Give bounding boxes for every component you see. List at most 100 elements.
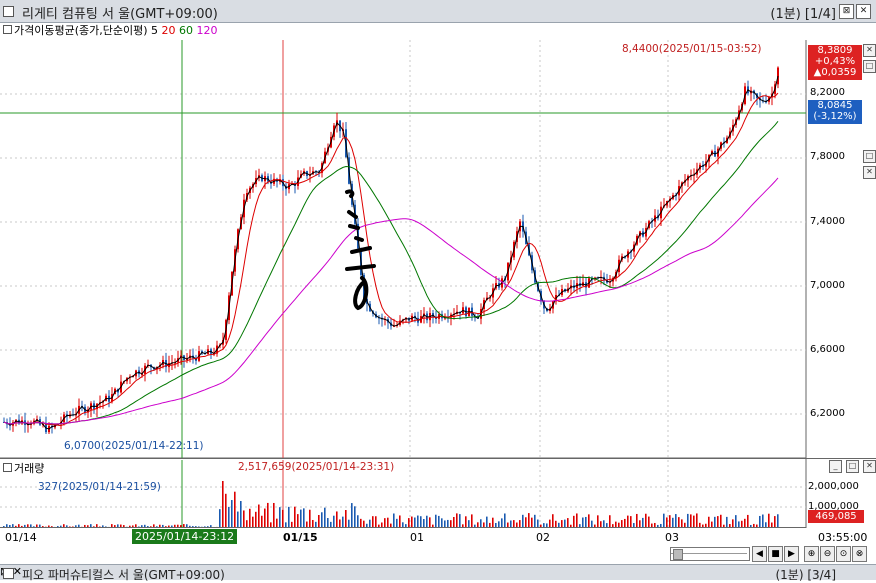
volume-bar (297, 514, 299, 527)
volume-bar (570, 525, 572, 527)
volume-bar (402, 522, 404, 527)
zoom-out-icon[interactable]: ⊖ (820, 546, 835, 562)
volume-bar (759, 516, 761, 527)
volume-bar (477, 522, 479, 527)
volume-bar (408, 518, 410, 527)
close-icon[interactable]: ✕ (856, 4, 871, 19)
volume-bar (699, 523, 701, 527)
scroll-thumb[interactable] (673, 549, 683, 560)
volume-bar (453, 517, 455, 527)
volume-bar (69, 526, 71, 527)
pane-remove-icon[interactable]: ✕ (863, 166, 876, 179)
vol-pane-close-icon[interactable]: ✕ (863, 460, 876, 473)
scroll-right-icon[interactable]: ▶ (784, 546, 799, 562)
volume-bar (705, 524, 707, 527)
volume-bar (486, 517, 488, 527)
volume-box-icon[interactable] (3, 463, 12, 472)
vol-pane-minimize-icon[interactable]: _ (829, 460, 842, 473)
volume-low-annotation: 327(2025/01/14-21:59) (38, 481, 161, 493)
volume-bar (51, 526, 53, 527)
volume-bar (504, 513, 506, 527)
volume-bar (240, 501, 242, 527)
volume-bar (387, 518, 389, 527)
volume-bar (114, 525, 116, 527)
window-menu-box[interactable] (3, 6, 14, 17)
volume-bar (225, 494, 227, 527)
volume-bar (615, 522, 617, 527)
volume-chart[interactable] (0, 458, 876, 528)
volume-bar (174, 525, 176, 527)
volume-bar (618, 523, 620, 527)
volume-bar (360, 519, 362, 527)
search-icon[interactable]: ⊙ (836, 546, 851, 562)
volume-bar (78, 525, 80, 527)
volume-bar (561, 520, 563, 527)
second-window-title: 피오 파머슈티컬스 서 울(GMT+09:00) (22, 566, 225, 583)
volume-bar (519, 520, 521, 527)
volume-bar (663, 514, 665, 527)
second-close-icon[interactable]: ✕ (13, 565, 22, 578)
volume-bar (168, 526, 170, 527)
volume-bar (741, 521, 743, 527)
volume-bar (375, 516, 377, 527)
pane-zoom-icon[interactable]: □ (863, 150, 876, 163)
volume-bar (171, 526, 173, 527)
volume-bar (162, 525, 164, 527)
pane-close-icon[interactable]: ✕ (863, 44, 876, 57)
volume-bar (765, 522, 767, 527)
volume-bar (591, 521, 593, 527)
volume-bar (57, 526, 59, 527)
pane-settings-icon[interactable]: □ (863, 60, 876, 73)
volume-bar (276, 519, 278, 527)
volume-bar (270, 522, 272, 527)
volume-bar (30, 524, 32, 527)
fit-icon[interactable]: ⊗ (852, 546, 867, 562)
scroll-left-icon[interactable]: ◀ (752, 546, 767, 562)
volume-bar (774, 516, 776, 527)
volume-bar (411, 517, 413, 527)
candle-body (777, 68, 779, 85)
second-window-menu-box[interactable] (3, 568, 14, 579)
volume-bar (93, 526, 95, 527)
price-tick: 7,8000 (810, 151, 845, 162)
volume-bar (381, 522, 383, 527)
price-chart[interactable] (0, 22, 876, 458)
volume-bar (756, 525, 758, 527)
volume-bar (441, 518, 443, 527)
volume-bar (771, 523, 773, 527)
zoom-in-icon[interactable]: ⊕ (804, 546, 819, 562)
volume-bar (675, 514, 677, 527)
volume-bar (669, 515, 671, 527)
volume-bar (195, 526, 197, 527)
volume-bar (738, 521, 740, 527)
volume-bar (96, 524, 98, 527)
volume-bar (9, 525, 11, 527)
volume-bar (153, 524, 155, 527)
volume-bar (36, 524, 38, 527)
window-title-bar: 리게티 컴퓨팅 서 울(GMT+09:00) (1분) [1/4] ⊠ ✕ (0, 0, 876, 23)
crosshair-price: 8,0845 (808, 100, 862, 111)
volume-bar (198, 526, 200, 527)
chart-scrollbar[interactable] (670, 547, 750, 561)
volume-bar (501, 518, 503, 527)
volume-bar (144, 525, 146, 527)
volume-bar (648, 517, 650, 527)
volume-bar (282, 510, 284, 527)
restore-icon[interactable]: ⊠ (839, 4, 854, 19)
volume-bar (630, 516, 632, 527)
volume-bar (537, 520, 539, 527)
volume-bar (42, 526, 44, 527)
price-tick: 7,4000 (810, 216, 845, 227)
price-tick: 7,0000 (810, 280, 845, 291)
volume-bar (522, 515, 524, 527)
volume-bar (3, 526, 5, 527)
volume-bar (540, 525, 542, 527)
last-volume-tag: 469,085 (808, 510, 864, 523)
volume-bar (258, 505, 260, 527)
vol-pane-settings-icon[interactable]: □ (846, 460, 859, 473)
stop-icon[interactable]: ■ (768, 546, 783, 562)
volume-bar (384, 518, 386, 527)
volume-bar (564, 520, 566, 527)
volume-bar (720, 515, 722, 527)
volume-bar (33, 526, 35, 527)
